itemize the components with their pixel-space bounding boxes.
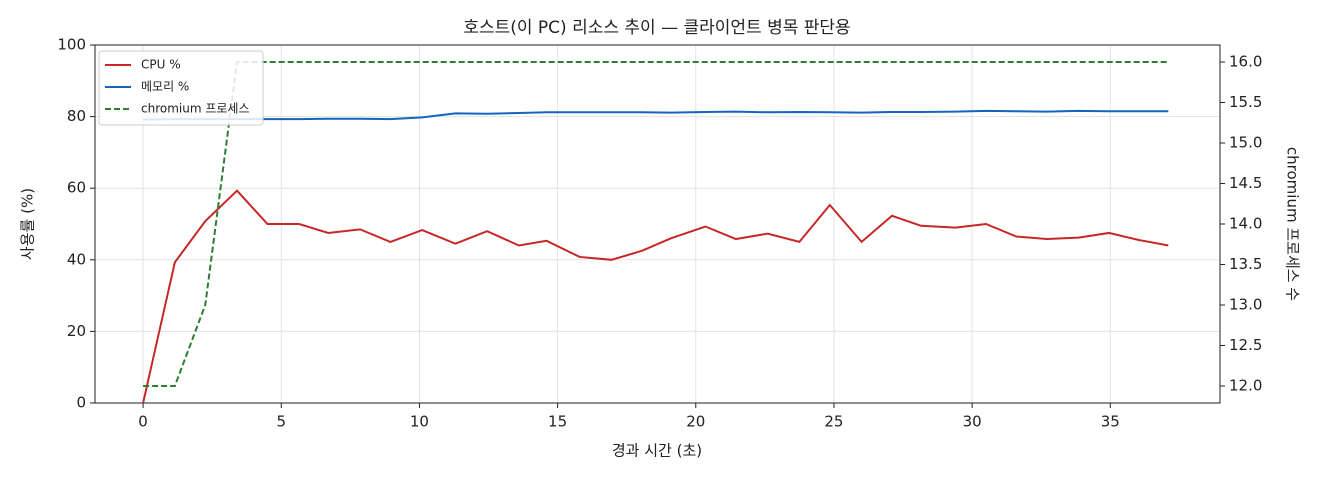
y-tick-label: 100 xyxy=(57,36,86,54)
chart-title: 호스트(이 PC) 리소스 추이 — 클라이언트 병목 판단용 xyxy=(463,18,850,38)
x-tick-label: 10 xyxy=(410,413,429,431)
y2-tick-label: 14.5 xyxy=(1229,174,1262,192)
y-tick-label: 40 xyxy=(67,250,86,268)
y-axis-label: 사용률 (%) xyxy=(19,188,37,260)
y2-tick-label: 12.5 xyxy=(1229,336,1262,354)
legend-label: CPU % xyxy=(141,58,181,72)
x-tick-label: 20 xyxy=(686,413,705,431)
x-tick-label: 5 xyxy=(276,413,286,431)
y-tick-label: 60 xyxy=(67,179,86,197)
series-line xyxy=(143,109,1169,121)
y-tick-label: 80 xyxy=(67,107,86,125)
legend-label: chromium 프로세스 xyxy=(141,102,250,116)
series-line xyxy=(142,189,1169,404)
x-tick-label: 15 xyxy=(548,413,567,431)
x-tick-label: 35 xyxy=(1101,413,1120,431)
y2-tick-label: 12.0 xyxy=(1229,376,1262,394)
x-tick-label: 25 xyxy=(824,413,843,431)
y2-tick-label: 16.0 xyxy=(1229,53,1262,71)
y2-tick-label: 13.0 xyxy=(1229,295,1262,313)
legend-label: 메모리 % xyxy=(141,80,189,94)
y2-tick-label: 15.5 xyxy=(1229,93,1262,111)
x-tick-label: 0 xyxy=(138,413,148,431)
y2-tick-label: 13.5 xyxy=(1229,255,1262,273)
y-tick-label: 0 xyxy=(76,394,86,412)
legend-box xyxy=(98,50,264,126)
y2-axis-label: chromium 프로세스 수 xyxy=(1284,147,1302,301)
y-tick-label: 20 xyxy=(67,322,86,340)
y2-tick-label: 14.0 xyxy=(1229,215,1262,233)
plot-frame xyxy=(94,44,1221,404)
x-tick-label: 30 xyxy=(963,413,982,431)
y2-tick-label: 15.0 xyxy=(1229,134,1262,152)
series-line xyxy=(143,61,1169,387)
x-axis-label: 경과 시간 (초) xyxy=(612,442,702,460)
